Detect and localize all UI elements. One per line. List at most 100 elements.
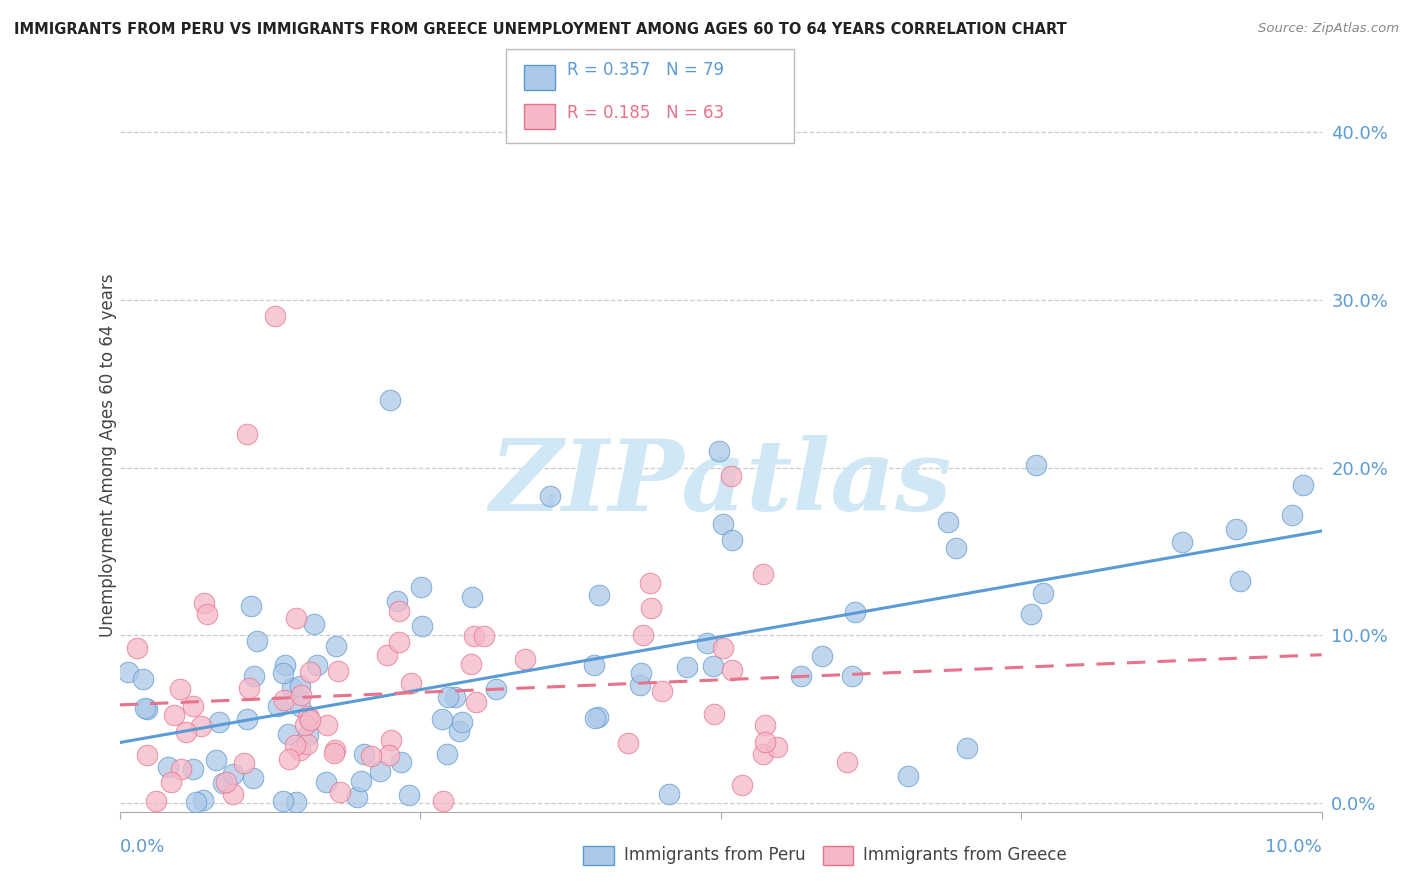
Point xyxy=(271,794,294,808)
Text: Immigrants from Peru: Immigrants from Peru xyxy=(624,847,806,864)
Point xyxy=(323,746,346,760)
Point xyxy=(703,706,725,721)
Point xyxy=(290,699,312,714)
Point xyxy=(1229,574,1251,588)
Point xyxy=(208,714,231,729)
Point xyxy=(676,659,699,673)
Point xyxy=(754,718,776,732)
Point xyxy=(388,635,411,649)
Point xyxy=(513,652,536,666)
Point xyxy=(325,639,347,653)
Point xyxy=(145,794,167,808)
Point xyxy=(315,774,337,789)
Point xyxy=(193,596,215,610)
Point xyxy=(436,747,458,761)
Point xyxy=(538,489,561,503)
Point xyxy=(731,778,754,792)
Point xyxy=(288,743,311,757)
Point xyxy=(460,657,482,671)
Point xyxy=(955,740,977,755)
Point xyxy=(790,669,813,683)
Point xyxy=(186,795,208,809)
Point xyxy=(307,658,329,673)
Point xyxy=(136,747,159,762)
Point xyxy=(222,767,245,781)
Point xyxy=(222,787,245,801)
Point xyxy=(127,641,149,656)
Point xyxy=(273,693,295,707)
Point xyxy=(628,678,651,692)
Point xyxy=(132,672,155,686)
Point xyxy=(326,664,349,678)
Point xyxy=(350,773,373,788)
Point xyxy=(633,628,655,642)
Point xyxy=(360,749,382,764)
Point xyxy=(353,747,375,762)
Point xyxy=(205,753,228,767)
Point xyxy=(298,665,321,679)
Point xyxy=(472,629,495,643)
Point xyxy=(640,600,662,615)
Point xyxy=(1281,508,1303,522)
Point xyxy=(274,657,297,672)
Point xyxy=(240,599,263,613)
Point xyxy=(752,566,775,581)
Point xyxy=(409,580,432,594)
Point xyxy=(370,764,392,778)
Point xyxy=(323,743,346,757)
Point xyxy=(844,605,866,619)
Point xyxy=(451,714,474,729)
Y-axis label: Unemployment Among Ages 60 to 64 years: Unemployment Among Ages 60 to 64 years xyxy=(100,273,117,637)
Point xyxy=(266,698,288,713)
Point xyxy=(617,736,640,750)
Point xyxy=(191,793,214,807)
Point xyxy=(215,775,238,789)
Point xyxy=(588,588,610,602)
Point xyxy=(658,788,681,802)
Point xyxy=(290,688,312,702)
Point xyxy=(752,747,775,762)
Point xyxy=(346,789,368,804)
Point xyxy=(1025,458,1047,472)
Point xyxy=(288,679,311,693)
Point xyxy=(1032,585,1054,599)
Point xyxy=(181,698,204,713)
Point xyxy=(389,755,412,769)
Point xyxy=(444,690,467,704)
Point xyxy=(582,657,605,672)
Point xyxy=(190,719,212,733)
Point xyxy=(841,668,863,682)
Point xyxy=(936,515,959,529)
Point xyxy=(696,636,718,650)
Point xyxy=(242,771,264,785)
Point xyxy=(117,665,139,680)
Point xyxy=(721,533,744,548)
Point xyxy=(720,468,742,483)
Text: IMMIGRANTS FROM PERU VS IMMIGRANTS FROM GREECE UNEMPLOYMENT AMONG AGES 60 TO 64 : IMMIGRANTS FROM PERU VS IMMIGRANTS FROM … xyxy=(14,22,1067,37)
Point xyxy=(1292,478,1315,492)
Point xyxy=(170,762,193,776)
Point xyxy=(162,708,184,723)
Point xyxy=(1019,607,1042,621)
Point xyxy=(897,769,920,783)
Point xyxy=(136,701,159,715)
Point xyxy=(316,717,339,731)
Point xyxy=(463,629,485,643)
Point xyxy=(174,725,197,739)
Text: Source: ZipAtlas.com: Source: ZipAtlas.com xyxy=(1258,22,1399,36)
Point xyxy=(399,675,422,690)
Point xyxy=(235,426,257,441)
Point xyxy=(277,751,299,765)
Point xyxy=(297,729,319,743)
Point xyxy=(447,724,470,739)
Point xyxy=(711,641,734,656)
Point xyxy=(195,607,218,621)
Point xyxy=(375,648,398,663)
Point xyxy=(485,681,508,696)
Point xyxy=(212,776,235,790)
Point xyxy=(159,774,181,789)
Point xyxy=(277,726,299,740)
Point xyxy=(232,756,254,771)
Point xyxy=(297,709,319,723)
Point xyxy=(280,681,302,695)
